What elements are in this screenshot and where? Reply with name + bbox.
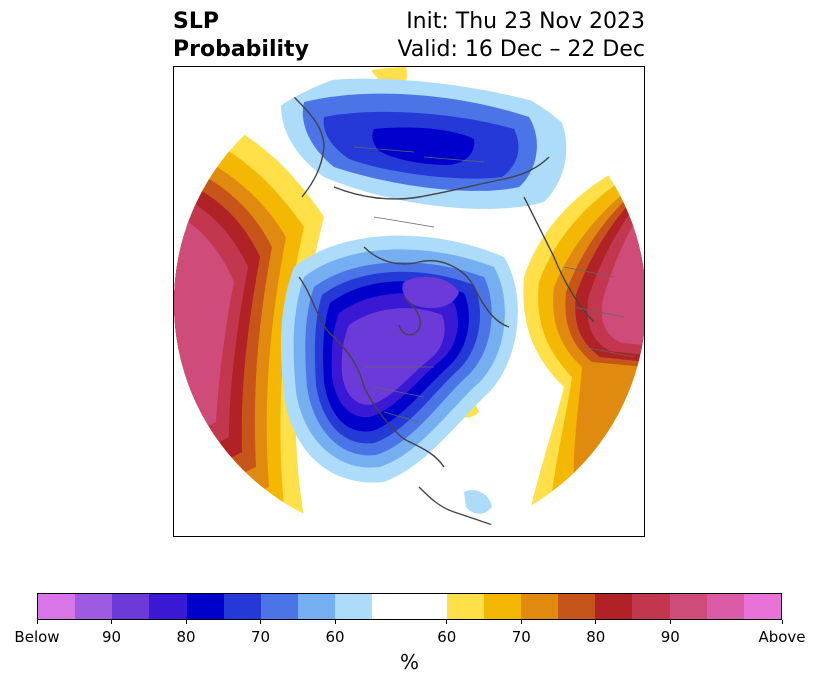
below-patch-south bbox=[464, 490, 492, 514]
colorbar-neutral-segment bbox=[372, 594, 447, 619]
colorbar-tick-label: 80 bbox=[176, 628, 196, 646]
colorbar-below-segment bbox=[298, 594, 336, 619]
title-variable: SLP bbox=[173, 9, 219, 34]
colorbar-tick-mark bbox=[669, 620, 671, 624]
colorbar-above-segment bbox=[595, 594, 633, 619]
colorbar-above-segment bbox=[743, 594, 782, 619]
colorbar-above-segment bbox=[521, 594, 559, 619]
title-right: Init: Thu 23 Nov 2023 Valid: 16 Dec – 22… bbox=[300, 8, 645, 64]
colorbar-tick-label: 70 bbox=[511, 628, 531, 646]
title-left: SLP Probability bbox=[173, 8, 309, 64]
colorbar-tick-mark bbox=[111, 620, 112, 624]
colorbar-tick-mark bbox=[520, 620, 522, 624]
colorbar-tick-mark bbox=[334, 620, 336, 624]
colorbar-tick-mark bbox=[595, 620, 597, 624]
title-valid-range: Valid: 16 Dec – 22 Dec bbox=[397, 37, 645, 62]
below-region-arctic bbox=[281, 235, 518, 483]
colorbar-above-segment bbox=[483, 594, 522, 619]
borders bbox=[353, 146, 635, 423]
colorbar-below-segment bbox=[75, 594, 113, 619]
colorbar-above-segment bbox=[632, 594, 670, 619]
colorbar-below-segment bbox=[260, 594, 299, 619]
colorbar-tick-mark bbox=[446, 620, 448, 624]
colorbar-tick-mark bbox=[36, 620, 38, 624]
colorbar-tick-label: 80 bbox=[586, 628, 606, 646]
colorbar-below-segment bbox=[112, 594, 150, 619]
colorbar-tick-label: 90 bbox=[101, 628, 122, 646]
title-init-date: Init: Thu 23 Nov 2023 bbox=[406, 9, 645, 34]
colorbar-strip bbox=[37, 593, 782, 620]
colorbar-below-segment bbox=[335, 594, 373, 619]
colorbar-tick-mark bbox=[260, 620, 261, 624]
colorbar-unit-label: % bbox=[399, 650, 419, 674]
colorbar-tick-label: 70 bbox=[250, 628, 271, 646]
colorbar-below-segment bbox=[223, 594, 261, 619]
colorbar-tick-label: Below bbox=[14, 628, 60, 646]
colorbar-tick-label: 90 bbox=[660, 628, 680, 646]
colorbar bbox=[37, 593, 782, 620]
colorbar-tick-label: Above bbox=[758, 628, 806, 646]
map-panel bbox=[173, 66, 645, 537]
colorbar-above-segment bbox=[706, 594, 744, 619]
probability-field bbox=[174, 67, 644, 536]
below-region-eurasia bbox=[280, 78, 567, 209]
polar-map bbox=[174, 67, 644, 536]
coastlines bbox=[293, 96, 595, 530]
colorbar-tick-label: 60 bbox=[437, 628, 457, 646]
colorbar-above-segment bbox=[446, 594, 484, 619]
colorbar-tick-mark bbox=[185, 620, 187, 624]
colorbar-below-segment bbox=[186, 594, 224, 619]
colorbar-tick-mark bbox=[781, 620, 783, 624]
title-type: Probability bbox=[173, 37, 309, 62]
colorbar-below-segment bbox=[149, 594, 187, 619]
colorbar-tick-label: 60 bbox=[325, 628, 345, 646]
colorbar-above-segment bbox=[669, 594, 707, 619]
colorbar-above-segment bbox=[558, 594, 596, 619]
colorbar-below-segment bbox=[38, 594, 76, 619]
